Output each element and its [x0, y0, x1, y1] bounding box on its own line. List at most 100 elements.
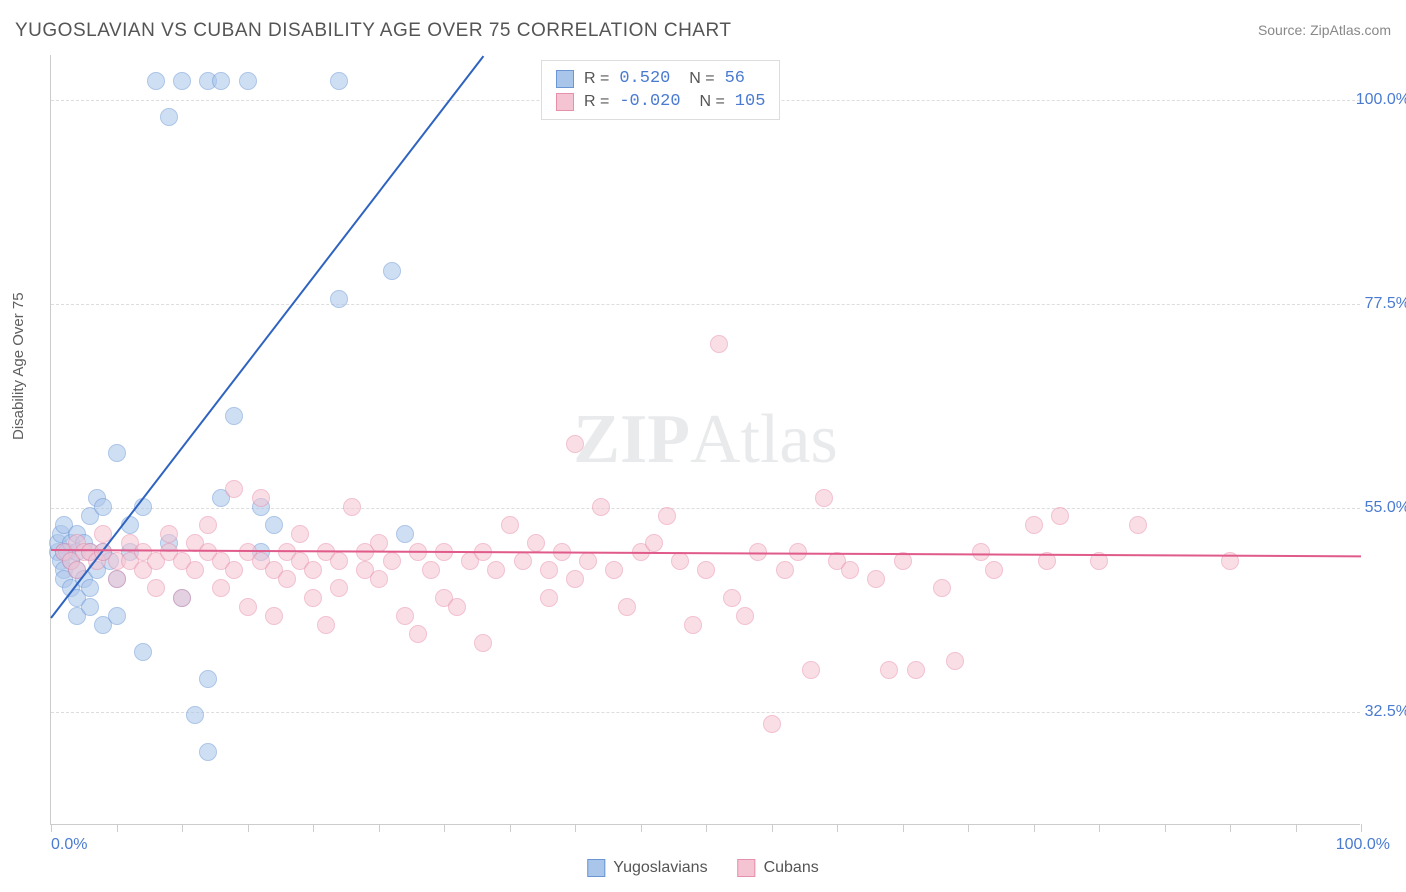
gridline [51, 712, 1360, 713]
legend-r-label: R = [584, 93, 609, 111]
x-tick [1099, 824, 1100, 832]
data-point [252, 489, 270, 507]
data-point [239, 72, 257, 90]
x-tick [313, 824, 314, 832]
data-point [81, 598, 99, 616]
x-tick [1361, 824, 1362, 832]
data-point [684, 616, 702, 634]
data-point [880, 661, 898, 679]
data-point [134, 643, 152, 661]
data-point [160, 525, 178, 543]
data-point [239, 598, 257, 616]
legend-row: R = 0.520 N = 56 [556, 67, 765, 90]
data-point [802, 661, 820, 679]
legend-r-label: R = [584, 70, 609, 88]
x-tick [968, 824, 969, 832]
data-point [199, 516, 217, 534]
data-point [1129, 516, 1147, 534]
x-tick [1165, 824, 1166, 832]
data-point [225, 561, 243, 579]
watermark: ZIPAtlas [573, 400, 837, 480]
gridline [51, 304, 1360, 305]
y-axis-label: Disability Age Over 75 [10, 292, 27, 440]
data-point [225, 480, 243, 498]
data-point [330, 72, 348, 90]
x-tick [706, 824, 707, 832]
data-point [540, 589, 558, 607]
data-point [330, 290, 348, 308]
x-tick [182, 824, 183, 832]
data-point [199, 743, 217, 761]
x-tick-label-max: 100.0% [1336, 836, 1390, 854]
data-point [186, 561, 204, 579]
data-point [330, 579, 348, 597]
data-point [396, 525, 414, 543]
data-point [370, 534, 388, 552]
data-point [343, 498, 361, 516]
data-point [566, 570, 584, 588]
x-tick [1034, 824, 1035, 832]
data-point [501, 516, 519, 534]
data-point [487, 561, 505, 579]
legend-item: Cubans [738, 859, 819, 877]
data-point [304, 589, 322, 607]
data-point [396, 607, 414, 625]
x-tick [379, 824, 380, 832]
data-point [1025, 516, 1043, 534]
data-point [723, 589, 741, 607]
data-point [304, 561, 322, 579]
data-point [448, 598, 466, 616]
legend-row: R = -0.020 N = 105 [556, 90, 765, 113]
y-tick-label: 32.5% [1350, 703, 1406, 721]
data-point [579, 552, 597, 570]
data-point [160, 108, 178, 126]
legend-n-value: 56 [725, 69, 745, 88]
data-point [94, 498, 112, 516]
x-tick [1230, 824, 1231, 832]
chart-container: YUGOSLAVIAN VS CUBAN DISABILITY AGE OVER… [0, 0, 1406, 892]
data-point [409, 625, 427, 643]
data-point [147, 72, 165, 90]
data-point [225, 407, 243, 425]
data-point [291, 525, 309, 543]
y-tick-label: 100.0% [1350, 91, 1406, 109]
data-point [212, 72, 230, 90]
data-point [841, 561, 859, 579]
data-point [474, 634, 492, 652]
data-point [173, 72, 191, 90]
correlation-legend: R = 0.520 N = 56R = -0.020 N = 105 [541, 60, 780, 120]
data-point [592, 498, 610, 516]
x-tick-label-min: 0.0% [51, 836, 87, 854]
data-point [736, 607, 754, 625]
legend-swatch [556, 93, 574, 111]
data-point [278, 570, 296, 588]
x-tick [444, 824, 445, 832]
data-point [540, 561, 558, 579]
data-point [383, 552, 401, 570]
data-point [199, 670, 217, 688]
source-attribution: Source: ZipAtlas.com [1258, 22, 1391, 38]
x-tick [903, 824, 904, 832]
data-point [776, 561, 794, 579]
legend-label: Yugoslavians [613, 859, 707, 877]
chart-title: YUGOSLAVIAN VS CUBAN DISABILITY AGE OVER… [15, 20, 731, 42]
data-point [946, 652, 964, 670]
x-tick [248, 824, 249, 832]
series-legend: Yugoslavians Cubans [587, 859, 818, 877]
x-tick [117, 824, 118, 832]
y-tick-label: 55.0% [1350, 499, 1406, 517]
data-point [383, 262, 401, 280]
data-point [933, 579, 951, 597]
x-tick [575, 824, 576, 832]
legend-n-value: 105 [735, 92, 766, 111]
data-point [658, 507, 676, 525]
data-point [173, 589, 191, 607]
data-point [867, 570, 885, 588]
y-tick-label: 77.5% [1350, 295, 1406, 313]
legend-item: Yugoslavians [587, 859, 707, 877]
data-point [212, 579, 230, 597]
x-tick [837, 824, 838, 832]
data-point [645, 534, 663, 552]
legend-label: Cubans [764, 859, 819, 877]
x-tick [510, 824, 511, 832]
